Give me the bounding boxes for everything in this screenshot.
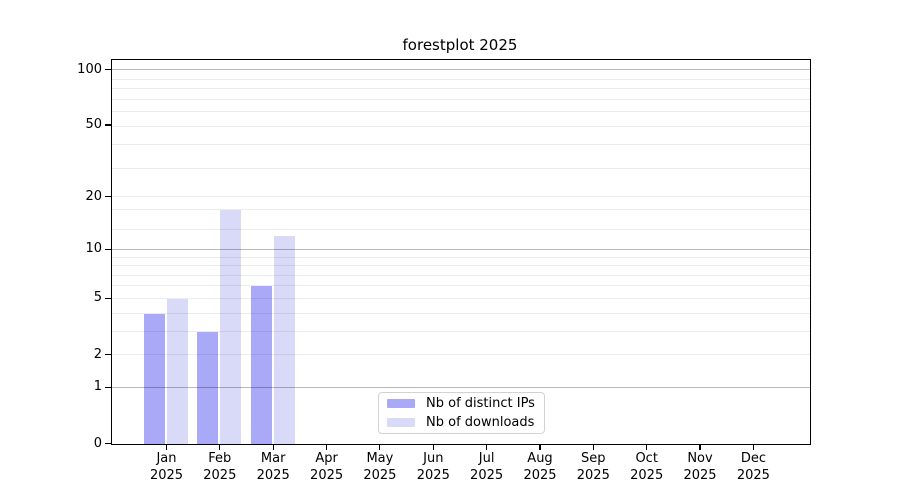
major-gridline: [111, 386, 810, 389]
x-tick-mark: [325, 445, 328, 450]
x-tick-label-apr: Apr 2025: [295, 451, 359, 484]
y-tick-label: 10: [85, 241, 102, 257]
x-tick-mark: [539, 445, 541, 450]
x-tick-label-mar: Mar 2025: [241, 451, 305, 484]
minor-gridline: [111, 144, 810, 146]
x-tick-year: 2025: [203, 467, 237, 483]
x-tick-label-oct: Oct 2025: [615, 451, 679, 484]
x-tick-label-feb: Feb 2025: [188, 451, 252, 484]
x-tick-label-aug: Aug 2025: [508, 451, 572, 484]
x-tick-label-jun: Jun 2025: [401, 451, 465, 484]
major-gridline: [111, 69, 810, 71]
x-tick-mark: [379, 445, 381, 450]
minor-gridline: [111, 285, 810, 287]
x-tick-mark: [165, 445, 168, 450]
minor-gridline: [111, 297, 810, 299]
minor-gridline: [111, 111, 810, 113]
x-tick-month: Oct: [635, 451, 658, 466]
x-tick-month: Jun: [423, 451, 444, 466]
minor-gridline: [111, 274, 810, 276]
x-tick-month: Nov: [687, 451, 713, 466]
minor-gridline: [111, 88, 810, 90]
x-tick-label-nov: Nov 2025: [668, 451, 732, 484]
legend-swatch-distinct-ips: [387, 399, 415, 408]
minor-gridline: [111, 354, 810, 355]
bars-layer: [112, 60, 810, 444]
x-tick-mark: [219, 445, 221, 450]
x-tick-month: May: [366, 451, 394, 466]
minor-gridline: [111, 78, 810, 80]
x-tick-year: 2025: [576, 467, 610, 483]
x-tick-mark: [592, 445, 594, 450]
y-tick-label: 1: [93, 379, 102, 395]
x-tick-year: 2025: [416, 467, 450, 483]
minor-gridline: [111, 167, 810, 169]
minor-gridline: [111, 229, 810, 231]
bar-mar-distinct-ips: [250, 286, 272, 444]
minor-gridline: [111, 126, 810, 128]
legend-swatch-downloads: [387, 418, 415, 427]
grid-layer: [111, 60, 810, 445]
x-tick-year: 2025: [470, 467, 504, 483]
legend: Nb of distinct IPs Nb of downloads: [378, 392, 545, 434]
plot-area: [110, 58, 811, 445]
x-tick-year: 2025: [256, 467, 290, 483]
y-tick-label: 100: [77, 61, 102, 77]
major-gridline: [111, 248, 810, 250]
x-tick-label-may: May 2025: [348, 451, 412, 484]
x-tick-year: 2025: [310, 467, 344, 483]
x-tick-mark: [486, 445, 488, 450]
bar-mar-downloads: [273, 236, 295, 444]
x-tick-month: Feb: [208, 451, 232, 466]
x-tick-year: 2025: [363, 467, 397, 483]
bar-feb-downloads: [220, 209, 242, 444]
x-tick-label-jan: Jan 2025: [135, 451, 199, 484]
x-tick-label-sep: Sep 2025: [561, 451, 625, 484]
y-tick-label: 5: [93, 290, 102, 306]
x-tick-year: 2025: [523, 467, 557, 483]
bar-jan-distinct-ips: [144, 313, 165, 444]
x-tick-month: Mar: [260, 451, 286, 466]
minor-gridline: [111, 256, 810, 258]
legend-item-downloads: Nb of downloads: [387, 414, 544, 431]
minor-gridline: [111, 196, 810, 198]
y-tick-label: 50: [85, 117, 102, 132]
x-tick-month: Aug: [527, 451, 553, 466]
chart-title: forestplot 2025: [402, 36, 518, 54]
x-tick-year: 2025: [683, 467, 717, 483]
minor-gridline: [111, 98, 810, 100]
x-tick-mark: [272, 445, 274, 450]
x-tick-year: 2025: [736, 467, 770, 483]
y-tick-label: 2: [93, 346, 102, 362]
x-tick-month: Dec: [740, 451, 766, 466]
x-tick-year: 2025: [630, 467, 664, 483]
x-tick-mark: [432, 445, 434, 450]
x-tick-mark: [752, 445, 754, 450]
y-tick-label: 20: [85, 188, 102, 204]
minor-gridline: [111, 265, 810, 266]
y-tick-label: 0: [93, 435, 102, 451]
x-tick-month: Apr: [315, 451, 338, 466]
legend-item-distinct-ips: Nb of distinct IPs: [387, 395, 544, 412]
x-tick-label-jul: Jul 2025: [455, 451, 519, 484]
bar-feb-distinct-ips: [197, 331, 219, 444]
legend-label-downloads: Nb of downloads: [426, 415, 535, 430]
x-tick-mark: [699, 445, 701, 450]
x-tick-mark: [646, 445, 648, 450]
x-tick-month: Sep: [581, 451, 606, 466]
x-tick-label-dec: Dec 2025: [721, 451, 785, 484]
minor-gridline: [111, 330, 810, 332]
x-tick-month: Jan: [156, 451, 177, 466]
minor-gridline: [111, 208, 810, 210]
x-tick-year: 2025: [149, 467, 184, 483]
minor-gridline: [111, 312, 810, 314]
bar-jan-downloads: [167, 298, 188, 444]
legend-label-distinct-ips: Nb of distinct IPs: [426, 396, 535, 411]
x-tick-month: Jul: [478, 451, 495, 466]
